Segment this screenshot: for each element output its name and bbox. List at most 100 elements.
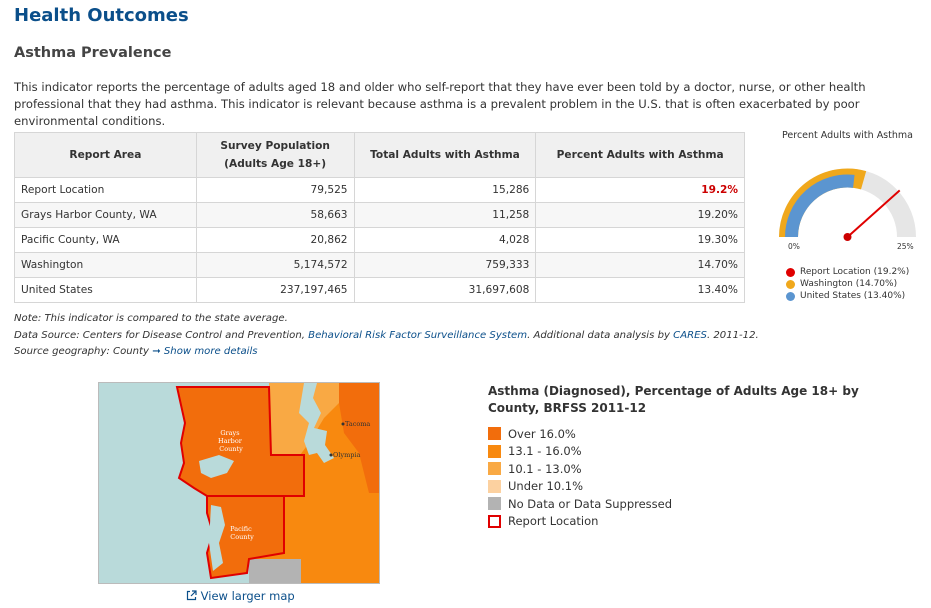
map-grays-harbor-bay	[199, 455, 234, 478]
brfss-link[interactable]: Behavioral Risk Factor Surveillance Syst…	[308, 329, 528, 341]
view-larger-map-link[interactable]: View larger map	[186, 589, 295, 603]
cell-total: 4,028	[353, 227, 537, 253]
cell-total: 15,286	[353, 177, 537, 203]
table-row: Report Location 79,525 15,286 19.2%	[14, 177, 745, 203]
cell-area: Washington	[14, 252, 197, 278]
map-label-pacific-line1: Pacific	[230, 525, 252, 533]
note-text: Note: This indicator is compared to the …	[14, 313, 288, 324]
table-row: Pacific County, WA 20,862 4,028 19.30%	[14, 227, 745, 253]
map-willapa-bay	[209, 505, 225, 571]
col-header-survey-population: Survey Population (Adults Age 18+)	[195, 132, 355, 178]
source-prefix: Data Source: Centers for Disease Control…	[14, 329, 309, 341]
legend-swatch	[488, 427, 501, 441]
cell-population: 5,174,572	[195, 252, 355, 278]
map-city-dot-tacoma	[341, 422, 345, 426]
county-map-svg: Grays Harbor County Pacific County Tacom…	[99, 383, 379, 583]
cares-link[interactable]: CARES	[673, 329, 707, 341]
county-map[interactable]: Grays Harbor County Pacific County Tacom…	[98, 382, 380, 584]
map-label-grays-harbor: Grays Harbor County	[218, 429, 244, 453]
cell-percent: 13.40%	[535, 277, 745, 303]
gauge-legend-item: Washington (14.70%)	[786, 278, 909, 290]
map-no-data-area	[249, 559, 301, 583]
map-legend-title: Asthma (Diagnosed), Percentage of Adults…	[488, 384, 859, 415]
legend-item: Report Location	[488, 513, 672, 531]
map-label-grays-line2: Harbor	[218, 437, 243, 445]
map-label-olympia: Olympia	[333, 451, 360, 459]
source-geography-text: Source geography: County	[14, 346, 149, 357]
legend-label: Under 10.1%	[508, 479, 583, 494]
map-puget-sound	[299, 383, 334, 463]
legend-label: No Data or Data Suppressed	[508, 496, 673, 511]
legend-swatch	[488, 444, 501, 458]
source-mid: . Additional data analysis by	[527, 329, 674, 341]
legend-item: 10.1 - 13.0%	[488, 460, 672, 478]
page-title: Health Outcomes	[14, 5, 189, 26]
source-geography-line: Source geography: County ➞ Show more det…	[14, 344, 759, 361]
blue-dot-icon	[786, 291, 795, 301]
notes-block: Note: This indicator is compared to the …	[14, 311, 759, 361]
legend-item: No Data or Data Suppressed	[488, 495, 672, 513]
legend-label: Report Location	[508, 514, 599, 529]
cell-population: 237,197,465	[195, 277, 355, 303]
cell-population: 58,663	[195, 202, 355, 228]
legend-swatch	[488, 462, 501, 476]
section-title: Asthma Prevalence	[14, 45, 172, 61]
map-label-grays-line3: County	[219, 445, 243, 453]
gauge-legend-item: Report Location (19.2%)	[786, 266, 909, 278]
gauge-legend-label: United States (13.40%)	[800, 291, 906, 301]
table-row: Washington 5,174,572 759,333 14.70%	[14, 252, 745, 278]
legend-swatch	[488, 497, 501, 511]
asthma-data-table: Report Area Survey Population (Adults Ag…	[14, 132, 745, 303]
cell-area: Grays Harbor County, WA	[14, 202, 197, 228]
col-header-survey-population-line2: (Adults Age 18+)	[224, 158, 327, 170]
cell-total: 31,697,608	[353, 277, 537, 303]
show-more-details-link[interactable]: Show more details	[163, 346, 258, 357]
legend-item: Under 10.1%	[488, 478, 672, 496]
map-label-pacific: Pacific County	[230, 525, 254, 541]
cell-population: 20,862	[195, 227, 355, 253]
col-header-survey-population-line1: Survey Population	[220, 140, 330, 152]
arrow-right-icon: ➞	[152, 346, 161, 357]
view-larger-map-label: View larger map	[200, 589, 295, 603]
col-header-report-area: Report Area	[14, 132, 197, 178]
gauge-needle	[846, 189, 901, 238]
cell-percent: 19.20%	[535, 202, 745, 228]
legend-item: 13.1 - 16.0%	[488, 443, 672, 461]
cell-population: 79,525	[195, 177, 355, 203]
map-label-tacoma: Tacoma	[345, 420, 370, 428]
gauge-min-label: 0%	[788, 242, 800, 250]
gauge-legend-label: Washington (14.70%)	[800, 279, 898, 289]
legend-item: Over 16.0%	[488, 425, 672, 443]
legend-label: Over 16.0%	[508, 426, 576, 441]
percent-gauge: 0% 25%	[779, 168, 916, 250]
cell-percent: 14.70%	[535, 252, 745, 278]
gauge-title: Percent Adults with Asthma	[782, 130, 913, 141]
table-header-row: Report Area Survey Population (Adults Ag…	[14, 132, 745, 178]
cell-area: Report Location	[14, 177, 197, 203]
gauge-us-arc	[785, 174, 855, 238]
map-label-pacific-line2: County	[230, 533, 254, 541]
source-suffix: . 2011-12.	[706, 329, 759, 341]
legend-swatch	[488, 479, 501, 493]
gauge-legend: Report Location (19.2%) Washington (14.7…	[786, 266, 909, 302]
col-header-percent-adults: Percent Adults with Asthma	[535, 132, 745, 178]
red-dot-icon	[786, 267, 795, 277]
gauge-legend-item: United States (13.40%)	[786, 290, 909, 302]
gauge-needle-pivot	[843, 233, 852, 241]
map-legend: Over 16.0% 13.1 - 16.0% 10.1 - 13.0% Und…	[488, 425, 672, 530]
indicator-description: This indicator reports the percentage of…	[14, 80, 866, 128]
cell-percent: 19.30%	[535, 227, 745, 253]
orange-dot-icon	[786, 279, 795, 289]
data-source-line: Data Source: Centers for Disease Control…	[14, 328, 759, 345]
legend-label: 10.1 - 13.0%	[508, 461, 582, 476]
table-row: United States 237,197,465 31,697,608 13.…	[14, 277, 745, 303]
map-land-mid	[269, 383, 344, 463]
gauge-max-label: 25%	[897, 242, 914, 250]
col-header-total-adults: Total Adults with Asthma	[353, 132, 537, 178]
legend-swatch-report-location	[488, 514, 501, 528]
table-row: Grays Harbor County, WA 58,663 11,258 19…	[14, 202, 745, 228]
cell-area: Pacific County, WA	[14, 227, 197, 253]
map-city-dot-olympia	[329, 453, 333, 457]
cell-total: 759,333	[353, 252, 537, 278]
legend-label: 13.1 - 16.0%	[508, 444, 582, 459]
